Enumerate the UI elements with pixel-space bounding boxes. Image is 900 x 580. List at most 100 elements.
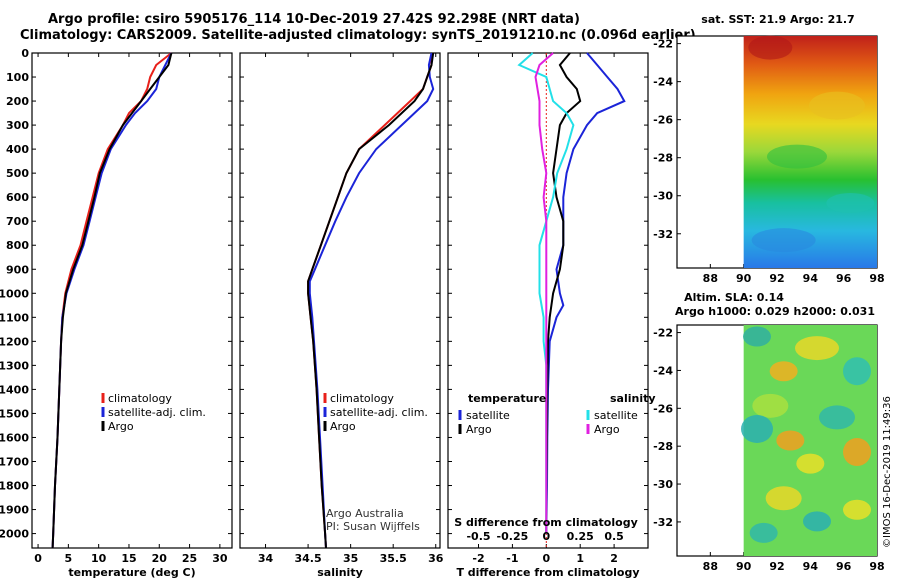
salinity-profile-legend-label: satellite-adj. clim. [330, 406, 428, 419]
depth-tick-label: 2000 [0, 528, 29, 541]
temperature-profile-frame [31, 52, 233, 549]
difference-profile-xtick-label: 1 [576, 552, 584, 565]
sla-field-blob [741, 414, 773, 443]
sst-map-ytick-label: -32 [653, 228, 673, 241]
salinity-profile-xtick-label: 34.5 [295, 552, 322, 565]
diff-series-temperature-argo [545, 52, 582, 534]
diff-series-salinity-argo [534, 52, 554, 534]
temperature-profile-series-argo [51, 52, 173, 549]
temperature-profile-xtick-label: 30 [212, 552, 228, 565]
sla-title-line2: Argo h1000: 0.029 h2000: 0.031 [675, 305, 875, 318]
sla-map-ytick-label: -32 [653, 516, 673, 529]
sla-map-xtick-label: 96 [836, 560, 852, 573]
sst-field-blob [767, 144, 827, 169]
salinity-profile-xtick-label: 35.5 [380, 552, 407, 565]
sla-field-blob [803, 511, 831, 532]
depth-tick-label: 500 [6, 167, 29, 180]
sst-field-blob [751, 228, 816, 253]
diff-legend-title-salinity: salinity [610, 392, 656, 405]
depth-tick-label: 100 [6, 71, 29, 84]
difference-profile-xtick-label: -1 [506, 552, 518, 565]
depth-tick-label: 1900 [0, 504, 29, 517]
sla-field-blob [843, 438, 871, 467]
sla-map-xtick-label: 94 [803, 560, 819, 573]
sal-diff-tick-label: 0.5 [604, 530, 624, 543]
sla-field-blob [795, 336, 839, 361]
sst-map-ytick-label: -24 [653, 76, 673, 89]
depth-tick-label: 900 [6, 263, 29, 276]
sla-title-line1: Altim. SLA: 0.14 [684, 291, 784, 304]
sst-map-xtick-label: 88 [703, 272, 718, 285]
difference-profile-xtick-label: 2 [610, 552, 618, 565]
sst-field-blob [826, 193, 875, 214]
depth-tick-label: 1000 [0, 287, 29, 300]
salinity-profile-xtick-label: 36 [428, 552, 444, 565]
salinity-profile-xtick-label: 34 [258, 552, 274, 565]
depth-tick-label: 400 [6, 143, 29, 156]
salinity-profile-legend-label: Argo [330, 420, 356, 433]
sal-diff-tick-label: 0.25 [567, 530, 594, 543]
sla-map-ytick-label: -22 [653, 327, 673, 340]
temperature-profile-legend-label: climatology [108, 392, 172, 405]
salinity-profile-xtick-label: 35 [343, 552, 358, 565]
sla-field-blob [752, 393, 789, 418]
sst-map-ytick-label: -26 [653, 114, 673, 127]
salinity-profile-xlabel: salinity [317, 566, 363, 579]
sla-field-blob [843, 357, 871, 386]
sst-field-blob [809, 91, 865, 120]
sla-map-ytick-label: -28 [653, 440, 673, 453]
difference-profile-xtick-label: -2 [472, 552, 484, 565]
credit-annotation: PI: Susan Wijffels [326, 520, 420, 533]
depth-tick-label: 1700 [0, 455, 29, 468]
temperature-profile-xtick-label: 5 [65, 552, 73, 565]
diff-legend-title-temperature: temperature [468, 392, 546, 405]
sla-map-xtick-label: 90 [736, 560, 752, 573]
depth-tick-label: 600 [6, 191, 29, 204]
sla-field-blob [743, 326, 771, 347]
difference-profile-xtick-label: 0 [542, 552, 550, 565]
temperature-profile-xtick-label: 25 [182, 552, 197, 565]
sla-map-ytick-label: -24 [653, 364, 673, 377]
temperature-profile-xlabel: temperature (deg C) [68, 566, 195, 579]
salinity-profile-series-argo [307, 52, 435, 549]
sst-map-xtick-label: 92 [769, 272, 784, 285]
depth-tick-label: 1100 [0, 311, 29, 324]
sla-field-blob [769, 361, 798, 382]
difference-profile-xlabel: T difference from climatology [456, 566, 639, 579]
sla-field-blob [765, 486, 802, 511]
diff-legend-label: Argo [466, 423, 492, 436]
temperature-profile-xtick-label: 15 [121, 552, 136, 565]
diff-legend-label: satellite [466, 409, 510, 422]
timestamp-stamp: ©IMOS 16-Dec-2019 11:49:36 [882, 396, 893, 548]
sst-map-xtick-label: 94 [803, 272, 819, 285]
sla-map-xtick-label: 92 [769, 560, 784, 573]
salinity-profile-legend-label: climatology [330, 392, 394, 405]
temperature-profile-xtick-label: 20 [152, 552, 168, 565]
diff-legend-label: satellite [594, 409, 638, 422]
sst-map-ytick-label: -22 [653, 38, 673, 51]
sst-field-blob [748, 35, 793, 60]
sst-map-xtick-label: 90 [736, 272, 752, 285]
sla-map-ytick-label: -26 [653, 402, 673, 415]
temperature-profile-xtick-label: 10 [91, 552, 107, 565]
depth-tick-label: 0 [21, 47, 29, 60]
plot-title-line2: Climatology: CARS2009. Satellite-adjuste… [20, 28, 696, 43]
depth-tick-label: 300 [6, 119, 29, 132]
depth-tick-label: 1400 [0, 383, 29, 396]
plot-title-line1: Argo profile: csiro 5905176_114 10-Dec-2… [48, 12, 580, 27]
sla-map-xtick-label: 88 [703, 560, 718, 573]
temperature-profile-legend-label: Argo [108, 420, 134, 433]
sst-map-ytick-label: -30 [653, 190, 673, 203]
depth-tick-label: 800 [6, 239, 29, 252]
depth-tick-label: 1200 [0, 335, 29, 348]
sla-field-blob [776, 430, 805, 451]
depth-tick-label: 700 [6, 215, 29, 228]
sla-field-blob [749, 522, 778, 543]
sst-map-ytick-label: -28 [653, 152, 673, 165]
sal-diff-tick-label: -0.25 [497, 530, 529, 543]
temperature-profile-xtick-label: 0 [34, 552, 42, 565]
credit-annotation: Argo Australia [326, 507, 404, 520]
diff-legend-label: Argo [594, 423, 620, 436]
depth-tick-label: 1300 [0, 359, 29, 372]
